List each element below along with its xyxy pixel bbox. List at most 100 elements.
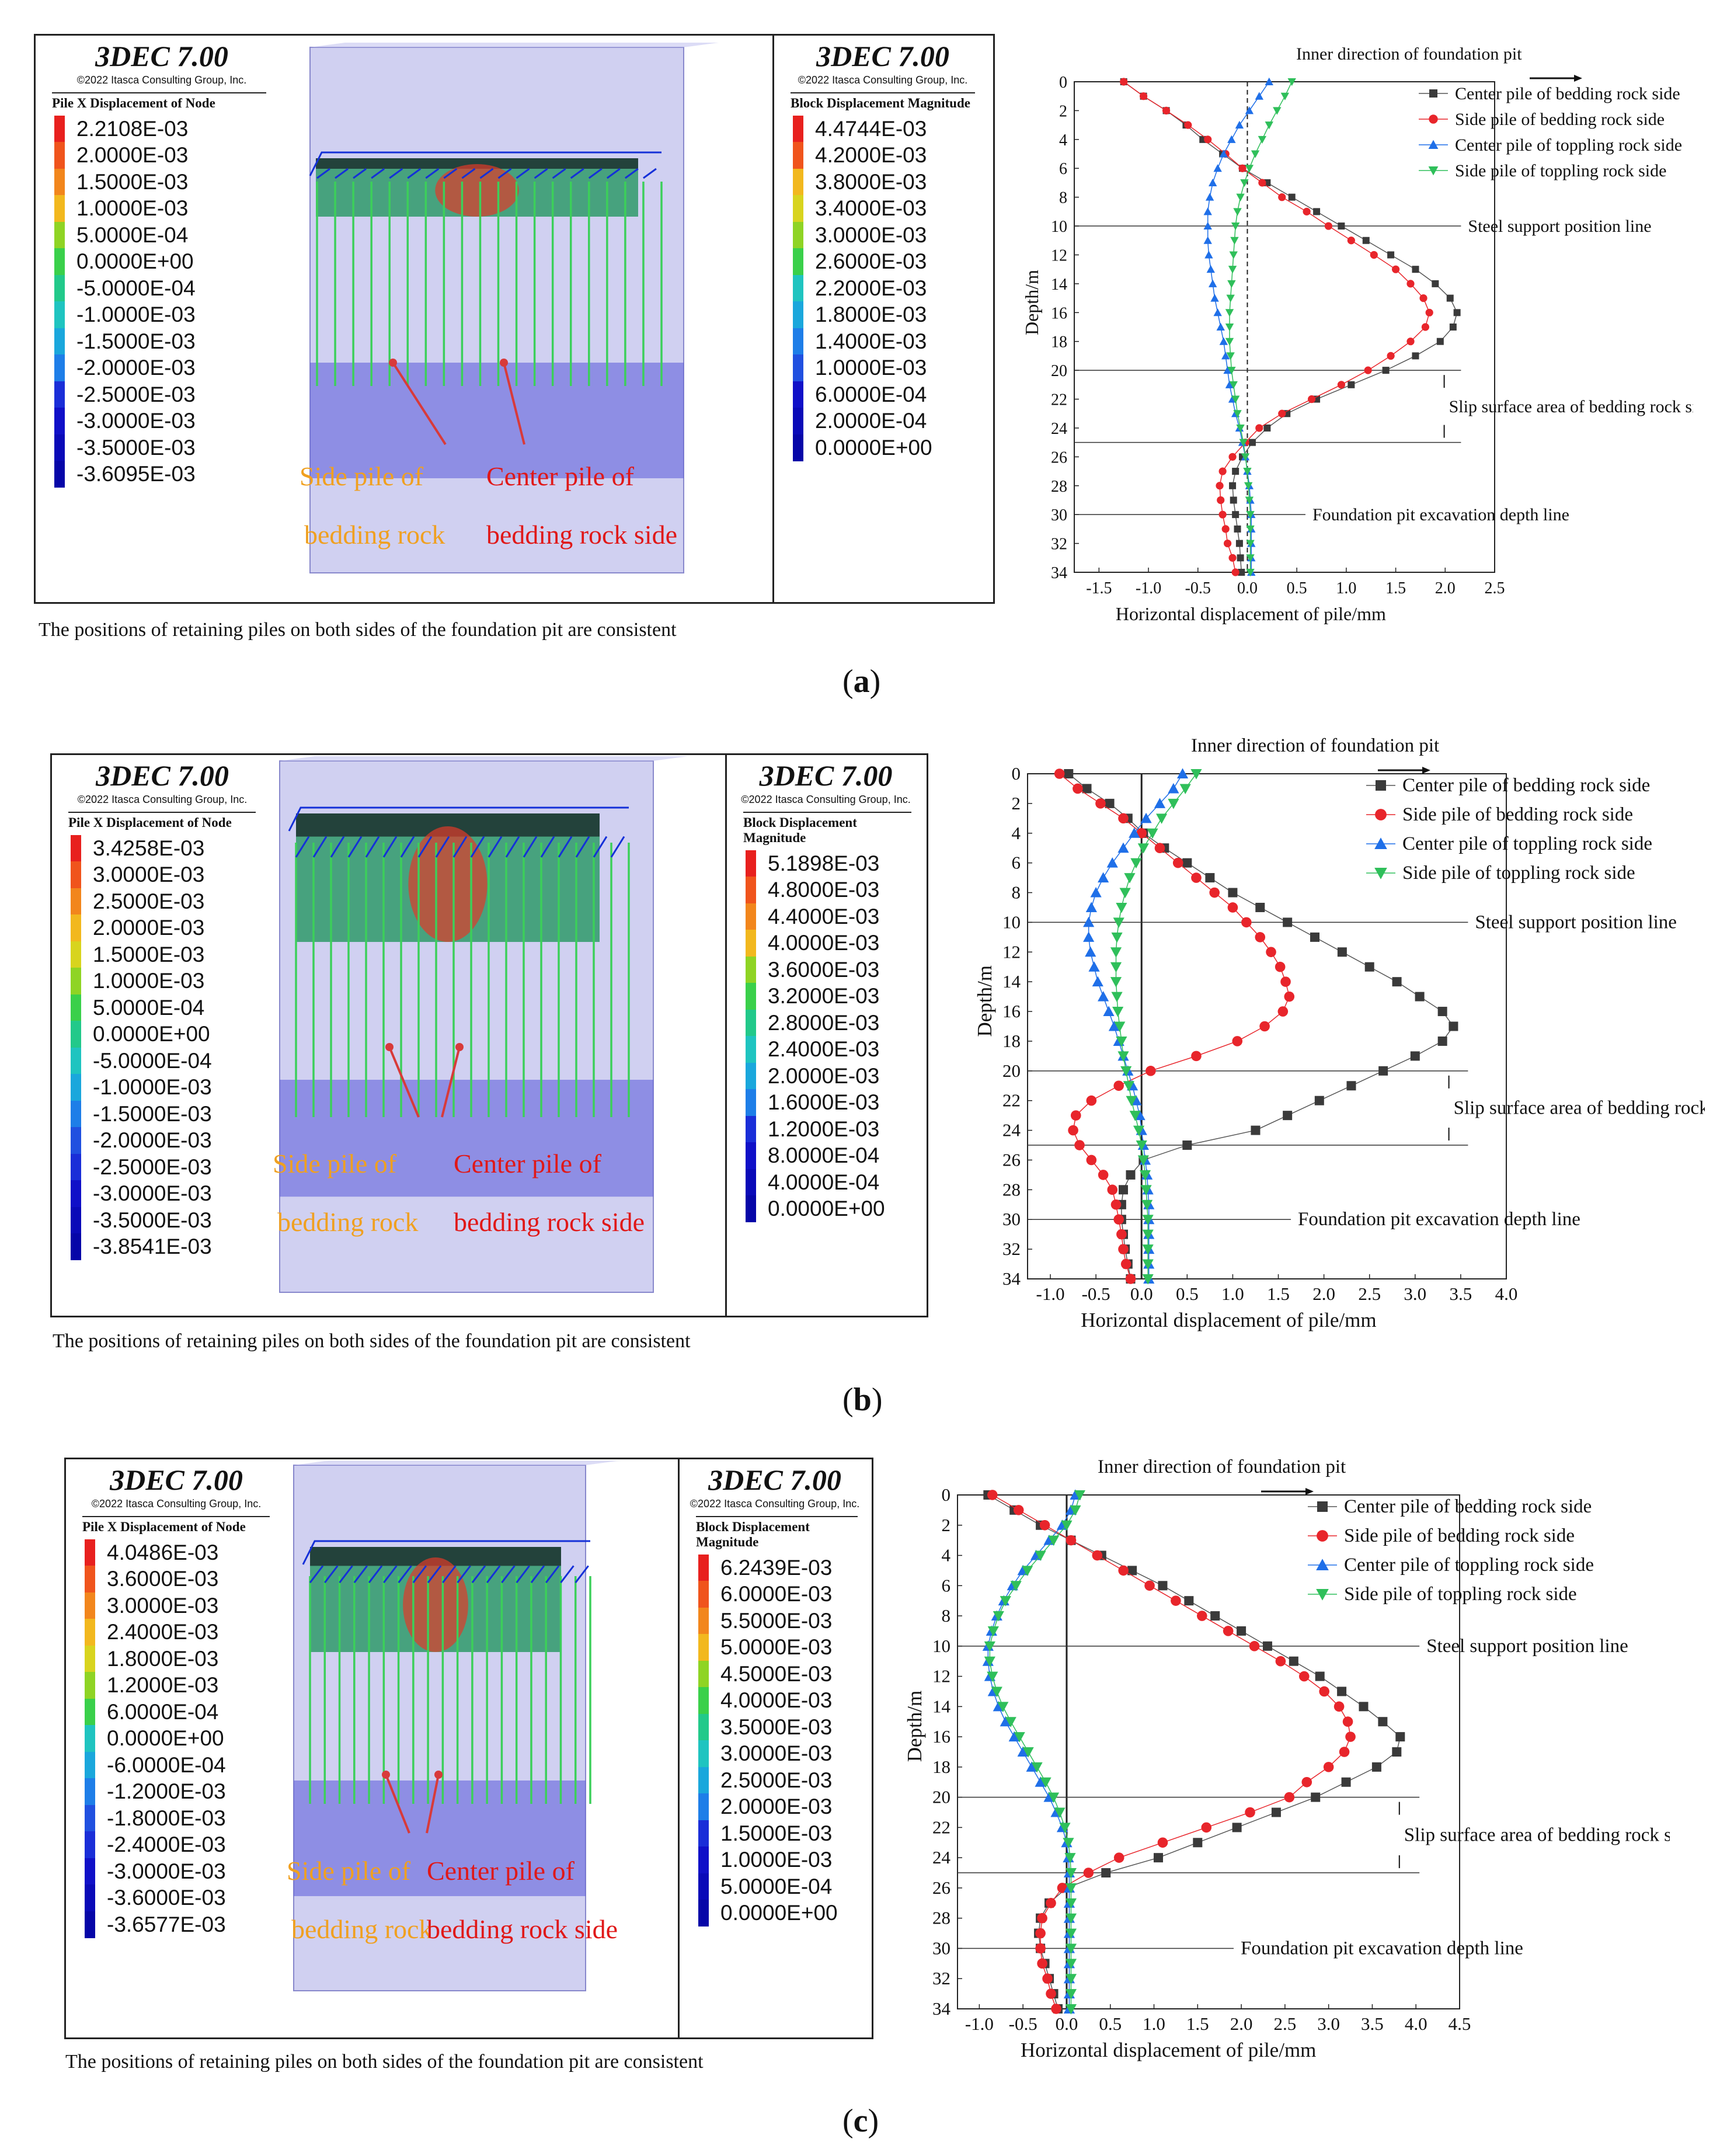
data-point xyxy=(1137,1155,1149,1166)
legend-value: 3.6000E-03 xyxy=(768,957,880,982)
legend-entry: 0.0000E+00 xyxy=(698,1900,870,1927)
data-point xyxy=(1065,1974,1077,1984)
data-point xyxy=(1065,1913,1077,1924)
data-point xyxy=(1035,1550,1046,1562)
side-pile-label: Side pile of xyxy=(273,1149,397,1178)
data-point xyxy=(1391,265,1400,273)
panel-b: 3DEC 7.00 ©2022 Itasca Consulting Group,… xyxy=(0,718,1720,1437)
legend-entry: 2.8000E-03 xyxy=(746,1009,925,1037)
data-point xyxy=(1022,1566,1033,1577)
data-point xyxy=(993,1611,1004,1622)
legend-value: 5.1898E-03 xyxy=(768,851,880,875)
legend-value: 4.4744E-03 xyxy=(815,116,927,141)
legend-entry: 0.0000E+00 xyxy=(85,1725,287,1752)
steel-strut xyxy=(610,836,625,858)
pointer-arrow-head xyxy=(500,359,508,367)
legend-swatch xyxy=(85,1619,95,1646)
data-point xyxy=(1284,991,1295,1002)
data-point xyxy=(1116,1229,1127,1240)
legend-swatch xyxy=(793,115,803,142)
legend-value: 2.0000E-03 xyxy=(720,1795,833,1819)
data-point xyxy=(1108,1020,1120,1031)
data-point xyxy=(1374,868,1387,879)
legend-swatch xyxy=(746,1009,756,1037)
x-tick-label: 2.0 xyxy=(1435,579,1456,597)
data-point xyxy=(1241,917,1252,928)
data-point xyxy=(987,1490,998,1500)
data-point xyxy=(1245,496,1254,505)
data-point xyxy=(1065,1898,1077,1909)
data-point xyxy=(1227,135,1236,143)
data-point xyxy=(1068,1125,1078,1136)
data-point xyxy=(1117,1051,1129,1062)
data-point xyxy=(1316,1589,1329,1601)
data-point xyxy=(1364,962,1374,972)
x-axis-label: Horizontal displacement of pile/mm xyxy=(1021,2039,1316,2061)
steel-strut xyxy=(534,168,548,179)
legend-entry: -3.5000E-03 xyxy=(54,434,288,461)
legend-value: 5.0000E-03 xyxy=(720,1635,833,1660)
y-tick-label: 28 xyxy=(1002,1179,1021,1199)
sim-figure-b: 3DEC 7.00 ©2022 Itasca Consulting Group,… xyxy=(50,753,928,1317)
data-point xyxy=(1031,1762,1043,1773)
rock-block xyxy=(309,47,684,573)
data-point xyxy=(1213,164,1222,172)
data-point xyxy=(1255,92,1263,100)
data-point xyxy=(1184,1596,1194,1606)
copyright: ©2022 Itasca Consulting Group, Inc. xyxy=(741,794,911,805)
software-title: 3DEC 7.00 xyxy=(96,759,229,792)
rock-block-top xyxy=(310,43,719,47)
data-point xyxy=(1154,843,1165,854)
legend-swatch xyxy=(793,354,803,382)
x-tick-label: 4.5 xyxy=(1449,2014,1471,2034)
data-point xyxy=(1232,468,1239,475)
reference-line-label: Foundation pit excavation depth line xyxy=(1298,1209,1580,1230)
legend-value: -1.8000E-03 xyxy=(107,1806,226,1830)
chart-title: Inner direction of foundation pit xyxy=(1191,735,1439,756)
data-point xyxy=(1206,265,1215,273)
legend-value: 3.4000E-03 xyxy=(815,196,927,221)
legend-entry: 3.8000E-03 xyxy=(793,168,991,196)
series-side-bedding xyxy=(987,1490,1356,2014)
legend-entry: -3.0000E-03 xyxy=(85,1858,287,1885)
legend-swatch xyxy=(85,1751,95,1779)
legend-swatch xyxy=(54,248,65,276)
data-point xyxy=(1271,1807,1281,1817)
legend-swatch xyxy=(698,1766,709,1794)
data-point xyxy=(1046,1898,1056,1908)
direction-arrow-head xyxy=(1574,75,1582,82)
legend-value: -1.2000E-03 xyxy=(107,1779,226,1804)
support-band xyxy=(316,158,638,169)
x-tick-label: 0.0 xyxy=(1237,579,1258,597)
legend-swatch xyxy=(85,1804,95,1832)
data-point xyxy=(1374,837,1387,849)
legend-swatch xyxy=(71,1100,81,1128)
data-point xyxy=(1124,873,1136,884)
legend-value: 4.5000E-03 xyxy=(720,1661,833,1686)
x-tick-label: 2.5 xyxy=(1273,2014,1296,2034)
data-point xyxy=(1114,1021,1126,1032)
steel-strut xyxy=(371,168,385,179)
y-tick-label: 24 xyxy=(1051,420,1067,438)
steel-strut xyxy=(606,168,621,179)
legend-value: 1.8000E-03 xyxy=(107,1646,219,1671)
data-point xyxy=(1226,352,1235,360)
steel-strut xyxy=(427,1565,442,1584)
data-point xyxy=(1204,251,1213,259)
data-point xyxy=(1116,1036,1127,1047)
legend-swatch xyxy=(54,301,65,329)
legend-swatch xyxy=(71,888,81,915)
data-point xyxy=(1065,1959,1077,1969)
data-point xyxy=(1223,539,1232,548)
data-point xyxy=(1098,872,1109,883)
label-open: ( xyxy=(842,2103,854,2139)
legend-entry: 3.6000E-03 xyxy=(85,1566,287,1593)
legend-entry: -3.8541E-03 xyxy=(71,1233,273,1261)
legend-value: 4.0000E-04 xyxy=(768,1170,880,1194)
legend-swatch xyxy=(85,1778,95,1806)
legend-entry: 0.0000E+00 xyxy=(793,434,991,461)
legend-label: Center pile of toppling rock side xyxy=(1344,1555,1594,1576)
legend-entry: -2.0000E-03 xyxy=(54,354,288,382)
series-line xyxy=(1123,81,1458,573)
legend-value: 0.0000E+00 xyxy=(720,1901,838,1925)
